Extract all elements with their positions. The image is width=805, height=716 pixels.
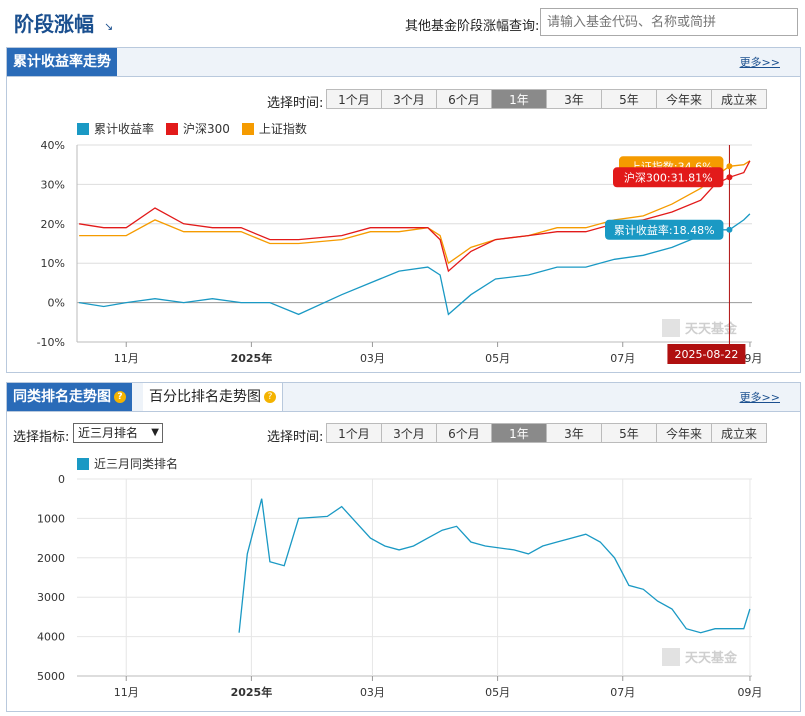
watermark-logo: 天天基金 xyxy=(662,319,738,337)
query-label: 其他基金阶段涨幅查询: xyxy=(405,19,540,34)
y-tick-label: 10% xyxy=(41,257,65,270)
time-select-label: 选择时间: xyxy=(267,430,324,445)
hover-point xyxy=(726,226,733,233)
panel2-header: 同类排名走势图? 百分比排名走势图? 更多>> xyxy=(7,383,800,412)
time-button[interactable]: 6个月 xyxy=(436,89,492,109)
time-button[interactable]: 今年来 xyxy=(656,423,712,443)
indicator-select[interactable]: 近三月排名 ▼ xyxy=(73,423,163,443)
select-value: 近三月排名 xyxy=(78,426,139,440)
x-tick-label: 2025年 xyxy=(231,351,273,365)
legend-label: 上证指数 xyxy=(258,122,307,136)
cumulative-return-panel: 累计收益率走势 更多>> 选择时间: 1个月 3个月 6个月 1年 3年 5年 今年来 成立来… xyxy=(6,47,801,373)
chart1-legend: 累计收益率 沪深300 上证指数 xyxy=(77,120,319,137)
panel1-more-link[interactable]: 更多>> xyxy=(739,56,780,69)
watermark-text: 天天基金 xyxy=(685,650,738,666)
legend-label: 累计收益率 xyxy=(94,122,155,136)
indicator-label: 选择指标: xyxy=(13,430,70,445)
y-tick-label: 40% xyxy=(41,139,65,152)
panel1-title: 累计收益率走势 xyxy=(7,48,117,76)
tooltip-hs300 xyxy=(613,167,724,188)
y-tick-label: 3000 xyxy=(37,591,65,604)
time-range-buttons: 1个月 3个月 6个月 1年 3年 5年 今年来 成立来 xyxy=(326,423,767,443)
watermark-box xyxy=(662,319,680,337)
fund-search-input[interactable] xyxy=(540,8,798,36)
tab-percent-rank[interactable]: 百分比排名走势图? xyxy=(143,383,283,411)
tooltip-text: 累计收益率:18.48% xyxy=(614,223,715,237)
time-button[interactable]: 今年来 xyxy=(656,89,712,109)
x-tick-label: 2025年 xyxy=(231,685,273,699)
rank-chart[interactable]: 0 1000 2000 3000 4000 5000 11月 2025年 03月 05月 07月 09… xyxy=(7,471,800,711)
watermark-logo: 天天基金 xyxy=(662,648,738,666)
tab-label: 同类排名走势图 xyxy=(13,389,111,405)
rank-panel: 同类排名走势图? 百分比排名走势图? 更多>> 选择指标: 近三月排名 ▼ 选择时… xyxy=(6,382,801,712)
time-button[interactable]: 1个月 xyxy=(326,89,382,109)
y-tick-label: 5000 xyxy=(37,670,65,683)
chevron-down-icon: ▼ xyxy=(151,427,159,438)
hover-point xyxy=(726,174,733,181)
time-button[interactable]: 3个月 xyxy=(381,423,437,443)
time-button[interactable]: 1个月 xyxy=(326,423,382,443)
time-button[interactable]: 3年 xyxy=(546,423,602,443)
x-tick-label: 03月 xyxy=(360,686,385,699)
legend-item-hs300[interactable]: 沪深300 xyxy=(166,120,230,137)
tab-label: 百分比排名走势图 xyxy=(149,389,261,405)
time-button[interactable]: 1年 xyxy=(491,423,547,443)
help-icon[interactable]: ? xyxy=(114,391,126,403)
x-tick-label: 07月 xyxy=(610,352,635,365)
y-tick-label: 2000 xyxy=(37,552,65,565)
y-tick-label: 4000 xyxy=(37,631,65,644)
time-button[interactable]: 5年 xyxy=(601,89,657,109)
legend-label: 沪深300 xyxy=(183,122,230,136)
time-button[interactable]: 3年 xyxy=(546,89,602,109)
series-line-hs300 xyxy=(78,160,751,273)
cumulative-return-chart[interactable]: 40%30%20%10%0%-10%11月 2025年 03月 05月 07月 09月天天… xyxy=(7,132,800,372)
x-tick-label: 09月 xyxy=(737,686,762,699)
date-tooltip xyxy=(667,344,746,364)
y-tick-label: 20% xyxy=(41,218,65,231)
legend-label: 近三月同类排名 xyxy=(94,457,179,471)
x-tick-label: 05月 xyxy=(485,686,510,699)
tooltip-text: 沪深300:31.81% xyxy=(624,170,713,184)
series-line-fund xyxy=(78,213,751,316)
y-tick-label: 0 xyxy=(58,473,65,486)
x-tick-label: 03月 xyxy=(360,352,385,365)
y-tick-label: -10% xyxy=(37,336,65,349)
watermark-box xyxy=(662,648,680,666)
x-tick-label: 05月 xyxy=(485,352,510,365)
expand-arrow-icon[interactable]: ↘ xyxy=(104,20,114,33)
legend-item-sh[interactable]: 上证指数 xyxy=(241,120,307,137)
series-line-sh xyxy=(79,160,751,265)
page-title: 阶段涨幅 xyxy=(14,12,94,36)
time-button[interactable]: 6个月 xyxy=(436,423,492,443)
header-bar: 阶段涨幅 ↘ 其他基金阶段涨幅查询: xyxy=(0,0,805,44)
x-tick-label: 11月 xyxy=(114,686,139,699)
tab-rank-trend[interactable]: 同类排名走势图? xyxy=(7,383,132,411)
date-tooltip-text: 2025-08-22 xyxy=(674,348,738,361)
watermark-text: 天天基金 xyxy=(685,321,738,337)
chart2-legend: 近三月同类排名 xyxy=(77,455,190,472)
time-button[interactable]: 3个月 xyxy=(381,89,437,109)
y-tick-label: 30% xyxy=(41,178,65,191)
y-tick-label: 0% xyxy=(48,297,65,310)
legend-item-fund[interactable]: 累计收益率 xyxy=(77,120,154,137)
series-line-rank xyxy=(238,498,751,634)
x-tick-label: 07月 xyxy=(610,686,635,699)
panel2-more-link[interactable]: 更多>> xyxy=(739,391,780,404)
tooltip-fund xyxy=(605,219,724,240)
time-button[interactable]: 5年 xyxy=(601,423,657,443)
help-icon[interactable]: ? xyxy=(264,391,276,403)
time-button[interactable]: 成立来 xyxy=(711,423,767,443)
y-tick-label: 1000 xyxy=(37,512,65,525)
time-button[interactable]: 1年 xyxy=(491,89,547,109)
time-button[interactable]: 成立来 xyxy=(711,89,767,109)
x-tick-label: 11月 xyxy=(114,352,139,365)
time-range-buttons: 1个月 3个月 6个月 1年 3年 5年 今年来 成立来 xyxy=(326,89,767,109)
hover-point xyxy=(726,163,733,170)
legend-item-rank[interactable]: 近三月同类排名 xyxy=(77,455,178,472)
panel1-header: 累计收益率走势 更多>> xyxy=(7,48,800,77)
time-select-label: 选择时间: xyxy=(267,96,324,111)
